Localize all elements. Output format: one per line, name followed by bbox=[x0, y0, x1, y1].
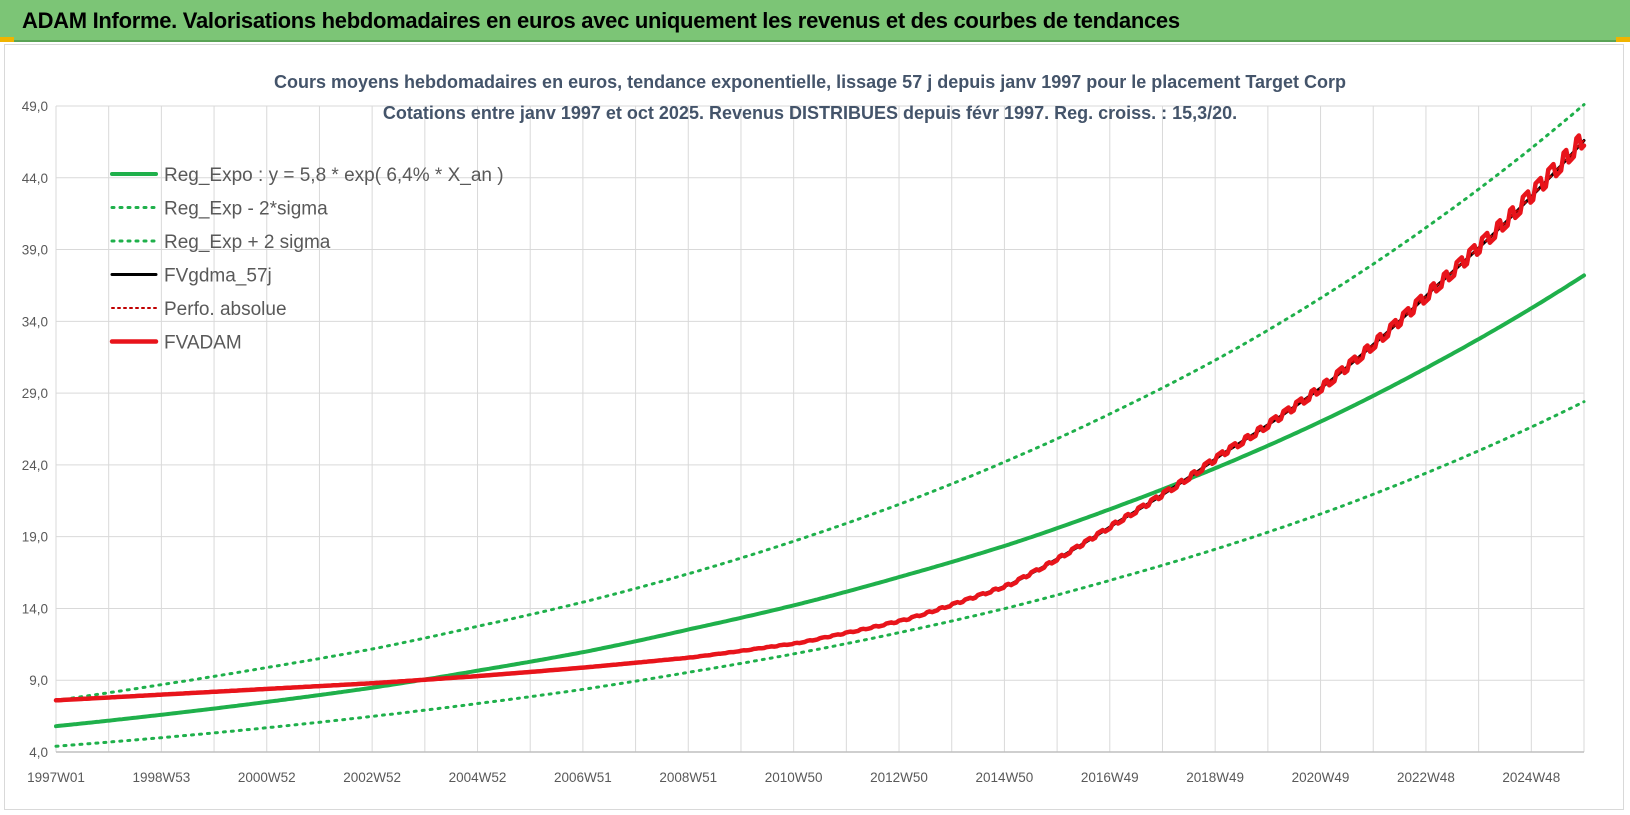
series-line-perfo bbox=[55, 139, 1585, 702]
series-layer bbox=[53, 103, 1587, 748]
y-tick-label: 4,0 bbox=[29, 745, 48, 760]
legend-label-reg_minus: Reg_Exp - 2*sigma bbox=[164, 199, 328, 220]
x-tick-label: 2008W51 bbox=[659, 770, 717, 785]
x-tick-label: 2018W49 bbox=[1186, 770, 1244, 785]
series-line-fvadam bbox=[53, 133, 1587, 703]
x-axis: 1997W01 1998W53 2000W52 2002W52 2004W52 2006W… bbox=[27, 770, 1560, 785]
x-tick-label: 2016W49 bbox=[1081, 770, 1139, 785]
x-tick-label: 2014W50 bbox=[976, 770, 1034, 785]
y-tick-label: 49,0 bbox=[22, 99, 48, 114]
chart-title: Cours moyens hebdomadaires en euros, ten… bbox=[274, 72, 1346, 92]
chart-subtitle: Cotations entre janv 1997 et oct 2025. R… bbox=[383, 103, 1237, 123]
x-tick-label: 2012W50 bbox=[870, 770, 928, 785]
series-line-reg_expo bbox=[54, 273, 1586, 729]
x-tick-label: 2002W52 bbox=[343, 770, 401, 785]
x-tick-label: 2006W51 bbox=[554, 770, 612, 785]
series-line-reg_minus bbox=[54, 400, 1586, 748]
legend-label-perfo: Perfo. absolue bbox=[164, 299, 287, 320]
corner-mark-right bbox=[1616, 37, 1630, 42]
y-tick-label: 39,0 bbox=[22, 243, 48, 258]
x-tick-label: 1997W01 bbox=[27, 770, 85, 785]
y-tick-label: 29,0 bbox=[22, 386, 48, 401]
legend: Reg_Expo : y = 5,8 * exp( 6,4% * X_an ) R… bbox=[109, 165, 504, 354]
report-banner: ADAM Informe. Valorisations hebdomadaire… bbox=[0, 0, 1630, 42]
legend-label-fvgdma: FVgdma_57j bbox=[164, 266, 272, 287]
series-line-reg_plus bbox=[54, 103, 1586, 702]
x-tick-label: 2010W50 bbox=[765, 770, 823, 785]
x-tick-label: 1998W53 bbox=[132, 770, 190, 785]
y-tick-label: 19,0 bbox=[22, 530, 48, 545]
grid bbox=[55, 105, 1585, 753]
y-tick-label: 9,0 bbox=[29, 673, 48, 688]
report-title: ADAM Informe. Valorisations hebdomadaire… bbox=[22, 8, 1180, 33]
legend-label-reg_expo: Reg_Expo : y = 5,8 * exp( 6,4% * X_an ) bbox=[164, 165, 504, 186]
y-tick-label: 14,0 bbox=[22, 601, 48, 616]
y-axis: 4,0 9,0 14,0 19,0 24,0 29,0 34,0 39,0 44,0 49,0 bbox=[22, 99, 48, 760]
x-tick-label: 2004W52 bbox=[449, 770, 507, 785]
chart-frame bbox=[4, 44, 1624, 810]
y-tick-label: 24,0 bbox=[22, 458, 48, 473]
x-tick-label: 2020W49 bbox=[1292, 770, 1350, 785]
y-tick-label: 34,0 bbox=[22, 314, 48, 329]
x-tick-label: 2024W48 bbox=[1502, 770, 1560, 785]
legend-label-reg_plus: Reg_Exp + 2 sigma bbox=[164, 232, 331, 253]
legend-label-fvadam: FVADAM bbox=[164, 333, 242, 354]
corner-mark-left bbox=[0, 37, 14, 42]
x-tick-label: 2022W48 bbox=[1397, 770, 1455, 785]
series-line-fvgdma bbox=[54, 139, 1586, 702]
y-tick-label: 44,0 bbox=[22, 171, 48, 186]
x-tick-label: 2000W52 bbox=[238, 770, 296, 785]
